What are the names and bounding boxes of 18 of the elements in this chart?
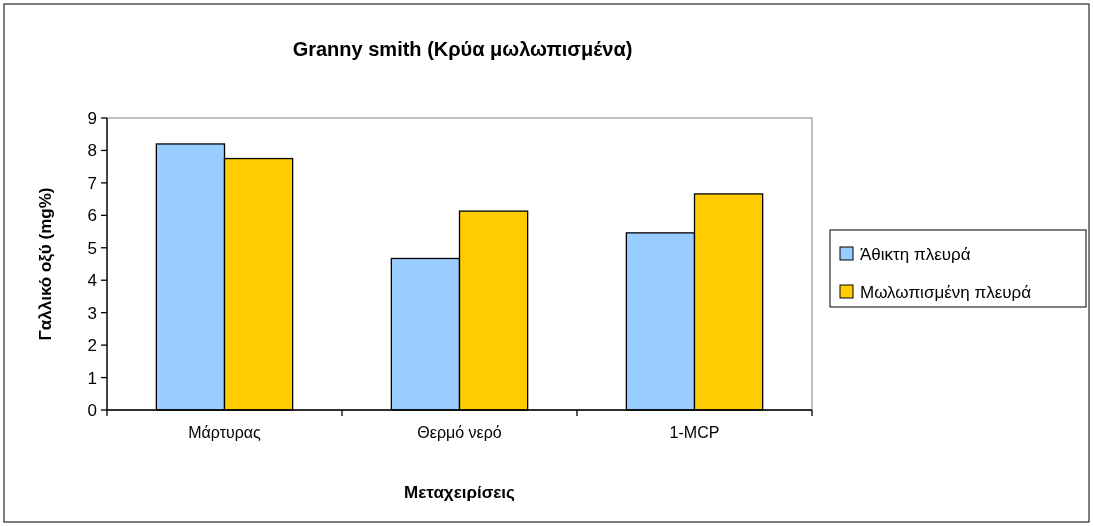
chart-title: Granny smith (Κρύα μωλωπισμένα) <box>292 38 633 60</box>
y-tick-label: 8 <box>87 141 97 161</box>
x-axis-title: Μεταχειρίσεις <box>404 483 516 502</box>
y-tick-label: 3 <box>87 303 97 323</box>
y-axis-title: Γαλλικό οξύ (mg%) <box>36 187 55 341</box>
y-tick-label: 6 <box>87 206 97 226</box>
y-tick-label: 5 <box>87 238 97 258</box>
y-tick-label: 0 <box>87 400 97 420</box>
legend-label: Μωλωπισμένη πλευρά <box>860 282 1032 302</box>
legend-label: Άθικτη πλευρά <box>860 244 971 264</box>
y-tick-label: 1 <box>87 368 97 388</box>
y-tick-label: 7 <box>87 173 97 193</box>
x-tick-label: Θερμό νερό <box>417 424 502 441</box>
x-tick-label: Μάρτυρας <box>188 424 262 441</box>
y-tick-label: 9 <box>87 108 97 128</box>
y-tick-label: 2 <box>87 336 97 356</box>
x-tick-label: 1-MCP <box>669 424 720 441</box>
y-tick-label: 4 <box>87 271 97 291</box>
